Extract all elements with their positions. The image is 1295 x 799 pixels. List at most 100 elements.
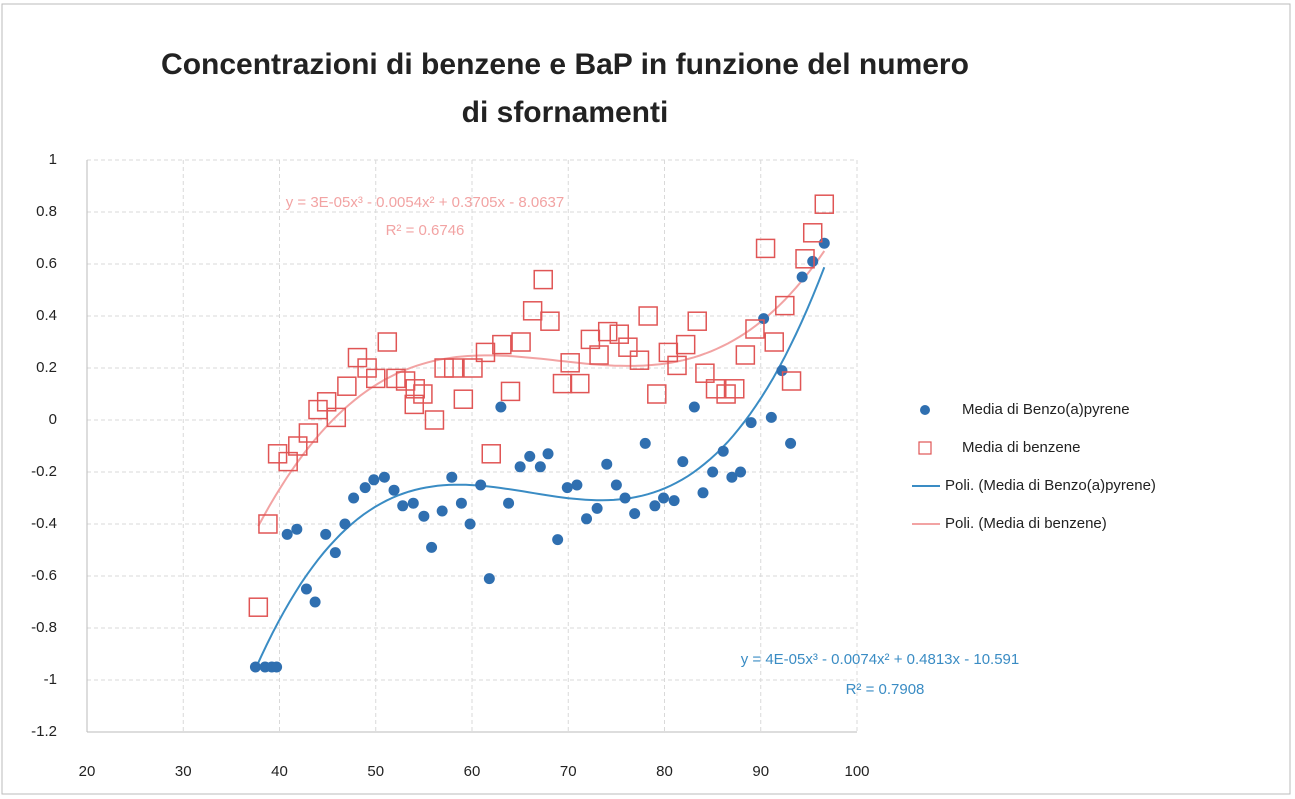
point xyxy=(601,458,613,470)
point xyxy=(785,437,797,449)
point xyxy=(368,474,380,486)
point xyxy=(589,345,609,365)
point xyxy=(291,523,303,535)
chart-border xyxy=(1,3,1291,795)
point xyxy=(405,379,425,399)
point xyxy=(407,497,419,509)
point xyxy=(464,518,476,530)
y-tick-label: -0.8 xyxy=(31,619,57,636)
chart-title: Concentrazioni di benzene e BaP in funzi… xyxy=(161,48,969,81)
point xyxy=(337,376,357,396)
point xyxy=(426,541,438,553)
y-tick-label: -0.6 xyxy=(31,567,57,584)
point xyxy=(424,410,445,430)
point xyxy=(533,269,553,290)
point xyxy=(418,510,430,522)
point xyxy=(453,389,474,409)
point xyxy=(271,661,283,673)
point xyxy=(765,411,777,423)
legend-label: Poli. (Media di Benzo(a)pyrene) xyxy=(945,477,1156,494)
point xyxy=(758,313,770,325)
x-tick-label: 50 xyxy=(367,763,384,780)
point xyxy=(618,337,638,357)
point xyxy=(446,471,458,483)
point xyxy=(688,401,700,413)
point xyxy=(619,492,631,504)
trendline-equation: y = 4E-05x³ - 0.0074x² + 0.4813x - 10.59… xyxy=(741,651,1020,668)
point xyxy=(475,479,487,491)
point xyxy=(463,358,483,378)
point xyxy=(288,436,308,456)
point xyxy=(726,471,738,483)
legend-label: Media di benzene xyxy=(962,439,1080,456)
point xyxy=(697,487,709,499)
point xyxy=(492,334,512,355)
point xyxy=(495,401,507,413)
point xyxy=(514,461,526,473)
x-tick-label: 40 xyxy=(271,763,288,780)
point xyxy=(695,363,715,383)
point xyxy=(249,661,261,673)
y-tick-label: -0.2 xyxy=(31,463,57,480)
point xyxy=(443,358,464,378)
point xyxy=(717,445,729,457)
trendline-equation: y = 3E-05x³ - 0.0054x² + 0.3705x - 8.063… xyxy=(286,194,565,211)
point xyxy=(647,384,667,404)
point xyxy=(687,311,707,331)
y-tick-label: 0.8 xyxy=(36,203,57,220)
legend-marker xyxy=(920,405,930,415)
point xyxy=(522,301,543,321)
point xyxy=(560,353,580,373)
point xyxy=(542,448,554,460)
trendline-r2: R² = 0.7908 xyxy=(846,681,925,698)
point xyxy=(524,450,536,462)
point xyxy=(309,596,321,608)
x-tick-label: 20 xyxy=(79,763,96,780)
legend-marker xyxy=(918,441,932,455)
point xyxy=(258,514,278,534)
point xyxy=(377,332,398,352)
point xyxy=(705,379,726,399)
point xyxy=(781,371,802,391)
point xyxy=(814,194,835,214)
point xyxy=(775,295,795,316)
point xyxy=(667,355,687,376)
y-tick-label: -1.2 xyxy=(31,723,57,740)
point xyxy=(668,495,680,507)
legend-label: Poli. (Media di benzene) xyxy=(945,515,1107,532)
point xyxy=(326,407,347,428)
point xyxy=(348,492,360,504)
point xyxy=(581,513,593,525)
point xyxy=(802,223,823,243)
point xyxy=(267,444,288,464)
point xyxy=(639,437,651,449)
y-tick-label: 0.4 xyxy=(36,307,57,324)
point xyxy=(570,373,590,394)
point xyxy=(707,466,719,478)
y-tick-label: 1 xyxy=(49,151,57,168)
point xyxy=(455,497,467,509)
chart-title: di sfornamenti xyxy=(462,96,669,129)
point xyxy=(404,394,424,415)
point xyxy=(807,255,819,267)
legend-label: Media di Benzo(a)pyrene xyxy=(962,401,1130,418)
x-tick-label: 80 xyxy=(656,763,673,780)
point xyxy=(339,518,351,530)
point xyxy=(610,479,622,491)
point xyxy=(540,311,560,331)
point xyxy=(764,332,784,352)
point xyxy=(366,368,386,389)
y-tick-label: 0.6 xyxy=(36,255,57,272)
point xyxy=(571,479,583,491)
point xyxy=(298,423,319,443)
x-tick-label: 70 xyxy=(560,763,577,780)
point xyxy=(649,500,661,512)
point xyxy=(359,482,371,494)
point xyxy=(481,444,501,464)
point xyxy=(503,497,515,509)
point xyxy=(677,456,689,468)
trendline-r2: R² = 0.6746 xyxy=(386,222,465,239)
point xyxy=(329,547,341,559)
